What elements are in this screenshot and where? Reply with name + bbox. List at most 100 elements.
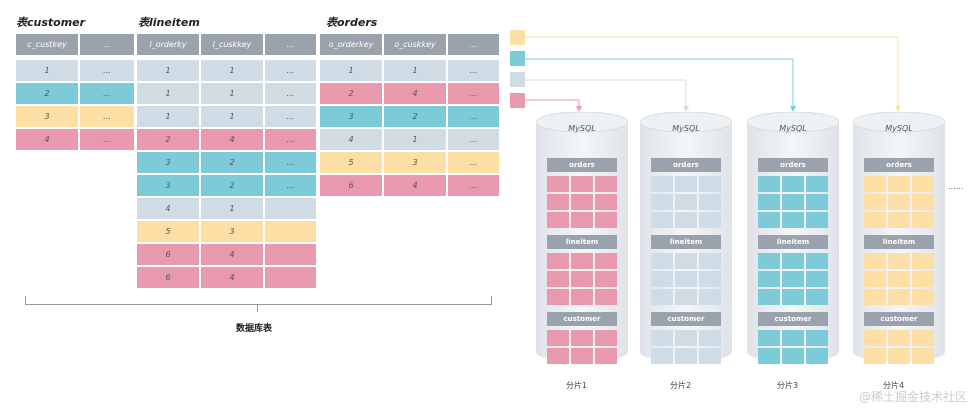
customer-row-cell: ... [80,129,134,150]
lineitem-table-title: 表lineitem [138,16,200,29]
shard-data-grid [547,176,617,228]
lineitem-row-cell: 4 [201,129,263,150]
shard-data-grid [547,253,617,305]
shard-cylinder: MySQL orders lineitem customer [536,112,628,364]
orders-row-cell: 1 [384,129,446,150]
shard-section-customer: customer [651,312,721,326]
orders-table-title: 表orders [326,16,378,29]
lineitem-row-cell: 5 [137,221,199,242]
orders-row-cell: 2 [320,83,382,104]
lineitem-row-cell: ... [265,83,316,104]
lineitem-row-cell: 3 [137,152,199,173]
orders-row-cell: 2 [384,106,446,127]
shard-data-grid [651,330,721,364]
customer-row-cell: ... [80,83,134,104]
shard-section-lineitem: lineitem [864,235,934,249]
lineitem-header-cell: ... [265,34,316,55]
shard-section-lineitem: lineitem [758,235,828,249]
orders-header-cell: o_cuskkey [384,34,446,55]
lineitem-row-cell: 4 [201,244,263,265]
lineitem-row-cell: 1 [201,60,263,81]
shard-section-orders: orders [758,158,828,172]
lineitem-row-cell [265,267,316,288]
shard-data-grid [547,330,617,364]
shard-data-grid [864,330,934,364]
shard-data-grid [758,330,828,364]
shard-section-customer: customer [864,312,934,326]
lineitem-header-cell: l_cuskkey [201,34,263,55]
lineitem-row-cell: 1 [201,106,263,127]
orders-row-cell: ... [448,83,499,104]
legend-swatch-gray [510,72,525,87]
shard-data-grid [651,253,721,305]
shard-section-orders: orders [547,158,617,172]
customer-row-cell: 4 [16,129,78,150]
orders-row-cell: ... [448,60,499,81]
shard-data-grid [864,253,934,305]
customer-row-cell: 1 [16,60,78,81]
orders-row-cell: 1 [320,60,382,81]
lineitem-row-cell: ... [265,152,316,173]
orders-row-cell: ... [448,106,499,127]
brace-tick [257,304,258,312]
legend-swatch-yellow [510,30,525,45]
lineitem-row-cell: 3 [201,221,263,242]
shard-section-lineitem: lineitem [651,235,721,249]
lineitem-row-cell: 6 [137,244,199,265]
orders-row-cell: ... [448,129,499,150]
customer-row-cell: 2 [16,83,78,104]
orders-row-cell: 4 [384,83,446,104]
lineitem-row-cell: 1 [137,106,199,127]
shard-cylinder: MySQL orders lineitem customer [747,112,839,364]
shard-data-grid [864,176,934,228]
orders-header-cell: o_orderkey [320,34,382,55]
more-shards-ellipsis: ...... [948,182,964,191]
shard-label: 分片2 [670,381,692,390]
lineitem-row-cell: 2 [137,129,199,150]
lineitem-row-cell: ... [265,106,316,127]
lineitem-row-cell: 1 [137,83,199,104]
customer-row-cell: 3 [16,106,78,127]
orders-row-cell: 5 [320,152,382,173]
lineitem-row-cell: 1 [201,83,263,104]
customer-row-cell: ... [80,106,134,127]
lineitem-header-cell: l_orderky [137,34,199,55]
lineitem-row-cell [265,198,316,219]
legend-swatch-cyan [510,51,525,66]
lineitem-row-cell [265,221,316,242]
lineitem-row-cell: 2 [201,152,263,173]
orders-row-cell: 1 [384,60,446,81]
lineitem-row-cell: ... [265,60,316,81]
lineitem-row-cell: ... [265,129,316,150]
lineitem-row-cell: 4 [201,267,263,288]
shard-section-customer: customer [547,312,617,326]
mysql-label: MySQL [672,124,700,133]
shard-section-orders: orders [864,158,934,172]
tables-brace [25,296,492,305]
lineitem-row-cell: 6 [137,267,199,288]
orders-row-cell: 4 [384,175,446,196]
orders-row-cell: ... [448,152,499,173]
lineitem-row-cell [265,244,316,265]
lineitem-row-cell: 4 [137,198,199,219]
orders-row-cell: 4 [320,129,382,150]
shard-cylinder: MySQL orders lineitem customer [640,112,732,364]
mysql-label: MySQL [885,124,913,133]
shard-connectors [525,36,901,112]
shard-label: 分片4 [883,381,905,390]
lineitem-row-cell: 2 [201,175,263,196]
customer-header-cell: ... [80,34,134,55]
shard-data-grid [758,176,828,228]
shard-data-grid [758,253,828,305]
shard-cylinder: MySQL orders lineitem customer [853,112,945,364]
lineitem-row-cell: 1 [201,198,263,219]
orders-row-cell: 3 [384,152,446,173]
shard-data-grid [651,176,721,228]
customer-row-cell: ... [80,60,134,81]
shard-section-customer: customer [758,312,828,326]
database-tables-caption: 数据库表 [236,324,273,334]
legend-swatch-pink [510,93,525,108]
watermark: @稀土掘金技术社区 [858,390,967,404]
lineitem-row-cell: 3 [137,175,199,196]
mysql-label: MySQL [779,124,807,133]
